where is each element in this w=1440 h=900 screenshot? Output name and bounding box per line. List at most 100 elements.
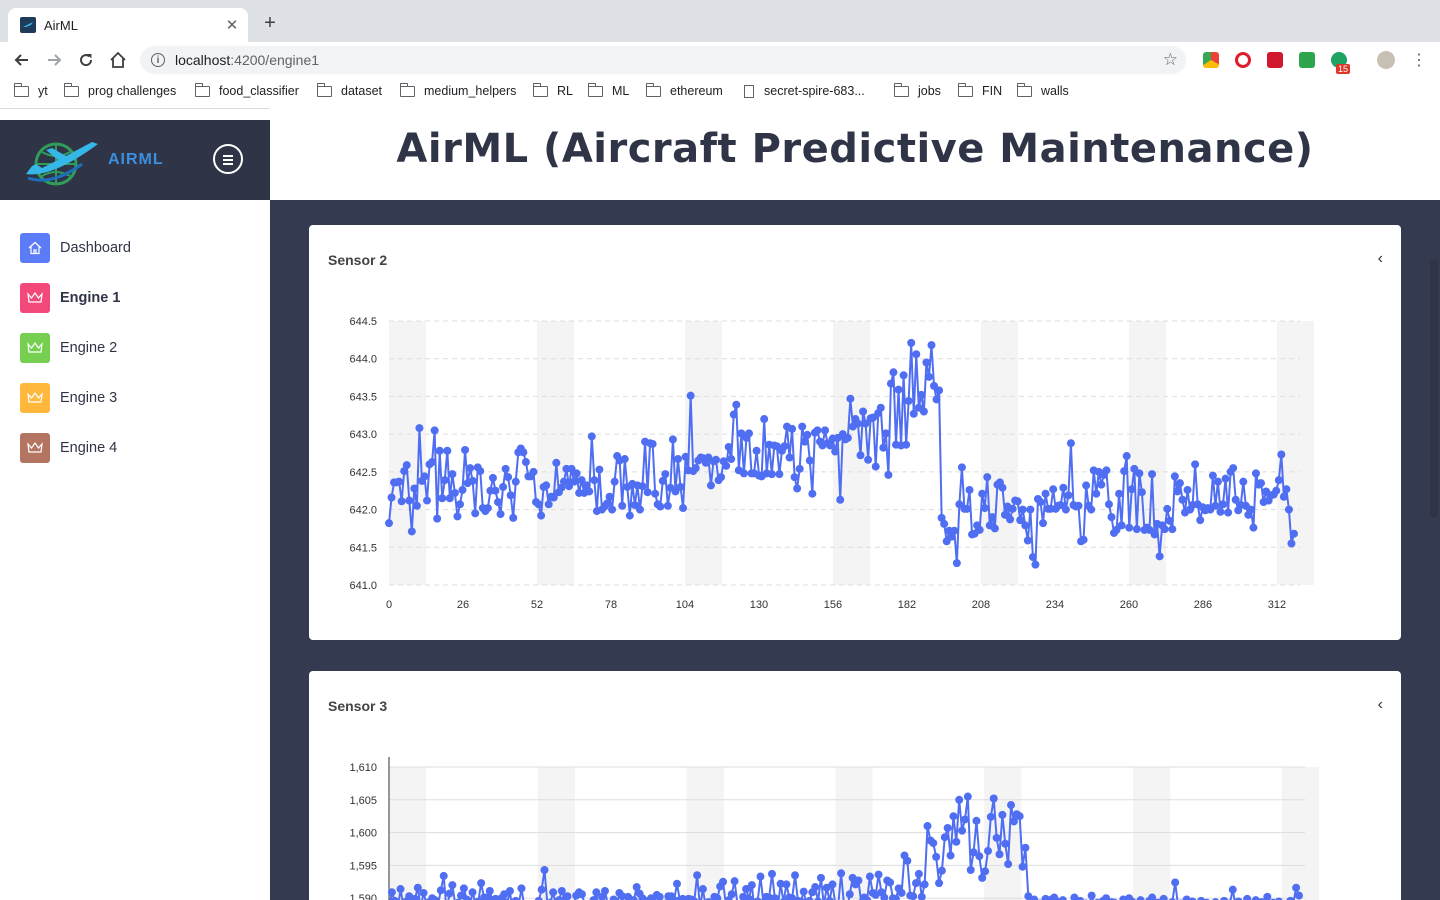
data-point — [729, 410, 738, 419]
data-point — [1263, 892, 1272, 900]
data-point — [557, 886, 566, 895]
site-info-icon[interactable]: i — [151, 53, 165, 67]
brand-name: AIRML — [108, 151, 164, 168]
bookmark-item[interactable]: RL — [532, 82, 573, 98]
data-point — [1211, 501, 1220, 510]
data-point — [1249, 523, 1258, 532]
bookmark-star-icon[interactable]: ☆ — [1162, 50, 1178, 69]
menu-toggle-icon[interactable] — [213, 144, 243, 174]
data-point — [608, 505, 617, 514]
data-point — [886, 379, 895, 388]
y-tick-label: 1,600 — [349, 828, 377, 840]
data-point — [730, 877, 739, 886]
data-point — [1006, 515, 1015, 524]
data-point — [854, 876, 863, 885]
data-point — [638, 482, 647, 491]
brand-panel: AIRML — [0, 120, 270, 200]
data-point — [943, 824, 952, 833]
back-icon[interactable] — [12, 50, 32, 70]
data-point — [825, 896, 834, 900]
data-point — [813, 426, 822, 435]
data-point — [881, 429, 890, 438]
cors-extension-icon[interactable] — [1299, 52, 1315, 68]
extension-icon[interactable] — [1203, 52, 1219, 68]
browser-tab[interactable]: AirML ✕ — [8, 8, 248, 42]
profile-avatar[interactable] — [1377, 51, 1395, 69]
data-point — [950, 526, 959, 535]
data-point — [537, 511, 546, 520]
data-point — [592, 888, 601, 897]
address-bar[interactable]: i localhost:4200/engine1 ☆ — [140, 46, 1186, 74]
data-point — [874, 870, 883, 879]
menu-kebab-icon[interactable]: ⋮ — [1411, 52, 1427, 69]
x-tick-label: 286 — [1194, 599, 1212, 611]
data-point — [1135, 469, 1144, 478]
browser-tabstrip: AirML ✕ + — [0, 0, 1440, 42]
close-tab-icon[interactable]: ✕ — [225, 17, 239, 34]
bookmark-item[interactable]: ethereum — [645, 82, 723, 98]
sidebar-item-engine-4[interactable]: Engine 4 — [20, 433, 117, 463]
sidebar-item-engine-1[interactable]: Engine 1 — [20, 283, 120, 313]
chevron-left-icon[interactable]: ‹ — [1377, 696, 1383, 713]
data-point — [658, 476, 667, 485]
data-point — [940, 833, 949, 842]
data-point — [886, 878, 895, 887]
data-point — [760, 415, 769, 424]
data-point — [1018, 862, 1027, 871]
page-header: AirML (Aircraft Predictive Maintenance) — [270, 108, 1440, 200]
bookmark-item[interactable]: ML — [587, 82, 629, 98]
data-point — [1163, 504, 1172, 513]
page-scrollbar[interactable] — [1430, 260, 1438, 518]
data-point — [935, 879, 944, 888]
data-point — [814, 897, 822, 900]
airml-logo-icon — [26, 142, 98, 186]
data-point — [1188, 897, 1197, 900]
data-point — [1150, 530, 1159, 539]
data-point — [1290, 529, 1298, 538]
bookmark-item[interactable]: FIN — [957, 82, 1002, 98]
data-point — [690, 897, 698, 900]
data-point — [917, 892, 926, 900]
sensor-card: Sensor 2 ‹ 641.0 641.5 642.0 642.5 643.0 643.… — [309, 225, 1401, 640]
data-point — [440, 476, 449, 485]
data-point — [1007, 801, 1016, 810]
new-tab-icon[interactable]: + — [264, 12, 276, 34]
data-point — [1049, 485, 1058, 494]
bookmark-item[interactable]: yt — [13, 82, 48, 98]
data-point — [549, 493, 558, 502]
bookmark-item[interactable]: food_classifier — [194, 82, 299, 98]
sidebar-item-dashboard[interactable]: Dashboard — [20, 233, 131, 263]
chart-band — [980, 321, 1018, 585]
data-point — [412, 501, 421, 510]
forward-icon[interactable] — [44, 50, 64, 70]
bookmark-item[interactable]: prog challenges — [63, 82, 176, 98]
home-nav-icon[interactable] — [108, 50, 128, 70]
data-point — [1031, 560, 1040, 569]
data-point — [673, 455, 682, 464]
opera-extension-icon[interactable] — [1235, 52, 1251, 68]
sidebar-item-engine-2[interactable]: Engine 2 — [20, 333, 117, 363]
data-point — [1239, 477, 1248, 486]
bookmark-item[interactable]: medium_helpers — [399, 82, 516, 98]
data-point — [978, 489, 987, 498]
bookmark-item[interactable]: jobs — [893, 82, 941, 98]
y-tick-label: 644.5 — [349, 316, 377, 328]
sidebar-item-label: Engine 4 — [60, 440, 118, 456]
data-point — [458, 485, 467, 494]
reload-icon[interactable] — [76, 50, 96, 70]
sidebar-item-engine-3[interactable]: Engine 3 — [20, 383, 117, 413]
bookmark-item[interactable]: secret-spire-683... — [744, 84, 865, 98]
data-point — [691, 464, 700, 473]
data-point — [1155, 552, 1164, 561]
bookmark-item[interactable]: walls — [1016, 82, 1069, 98]
bookmark-item[interactable]: dataset — [316, 82, 382, 98]
data-point — [1028, 553, 1037, 562]
chevron-left-icon[interactable]: ‹ — [1377, 250, 1383, 267]
data-point — [499, 482, 508, 491]
lastpass-extension-icon[interactable] — [1267, 52, 1283, 68]
chart-band — [1281, 767, 1320, 900]
data-point — [782, 880, 791, 889]
data-point — [1024, 892, 1033, 900]
data-point — [1097, 480, 1106, 489]
data-point — [511, 896, 520, 900]
